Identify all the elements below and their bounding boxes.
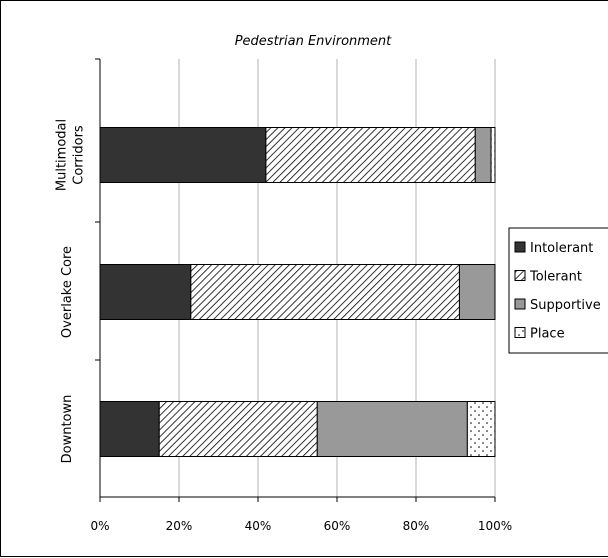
- bar-segment-tolerant: [265, 127, 476, 183]
- bar-segment-supportive: [474, 127, 492, 183]
- x-tick-label: 80%: [403, 519, 430, 533]
- bar-segment-intolerant: [99, 127, 267, 183]
- bar-segment-supportive: [458, 264, 496, 320]
- legend-label-tolerant: Tolerant: [529, 270, 582, 285]
- category-label: Overlake Core: [60, 246, 75, 338]
- category-label: Downtown: [60, 395, 75, 464]
- legend-swatch-intolerant: [514, 241, 526, 253]
- legend-swatch-place: [514, 327, 526, 338]
- bar-segment-place: [466, 401, 496, 457]
- x-tick-label: 100%: [478, 519, 512, 533]
- bar-segment-tolerant: [158, 401, 318, 457]
- x-tick-label: 40%: [245, 519, 272, 533]
- bar-segment-place: [490, 127, 496, 183]
- legend-label-intolerant: Intolerant: [530, 241, 593, 256]
- chart-title: Pedestrian Environment: [235, 34, 392, 49]
- legend-label-place: Place: [530, 327, 565, 342]
- bar-segment-tolerant: [190, 264, 460, 320]
- x-tick-label: 20%: [166, 519, 193, 533]
- bar-segment-supportive: [316, 401, 468, 457]
- bar-segment-intolerant: [99, 401, 160, 457]
- legend-swatch-supportive: [514, 298, 526, 310]
- category-labels: Multimodal Corridors Overlake Core Downtown: [55, 119, 87, 464]
- x-tick-label: 0%: [90, 519, 109, 533]
- x-tick-labels: 0% 20% 40% 60% 80% 100%: [90, 519, 512, 533]
- x-tick-label: 60%: [324, 519, 351, 533]
- bars: [99, 127, 496, 457]
- legend: Intolerant Tolerant Supportive Place: [508, 227, 608, 354]
- category-label: Multimodal Corridors: [55, 119, 87, 191]
- legend-label-supportive: Supportive: [530, 298, 601, 313]
- bar-segment-intolerant: [99, 264, 192, 320]
- legend-swatch-tolerant: [514, 270, 526, 281]
